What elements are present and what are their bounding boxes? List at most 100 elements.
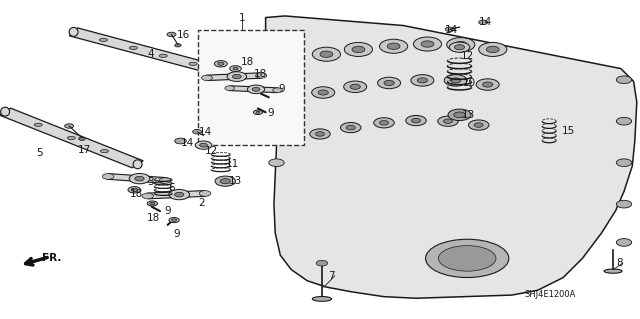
Text: 15: 15	[562, 126, 575, 137]
Ellipse shape	[100, 150, 109, 153]
Circle shape	[387, 43, 400, 49]
Text: 12: 12	[205, 145, 218, 156]
Polygon shape	[147, 191, 205, 199]
Ellipse shape	[99, 38, 108, 41]
Ellipse shape	[248, 75, 257, 84]
Circle shape	[269, 117, 284, 125]
Circle shape	[129, 174, 150, 184]
Circle shape	[384, 80, 394, 85]
Circle shape	[102, 174, 114, 179]
Circle shape	[150, 202, 155, 205]
Circle shape	[256, 73, 267, 78]
Text: 11: 11	[226, 159, 239, 169]
Circle shape	[252, 87, 260, 91]
Text: 9: 9	[268, 108, 274, 118]
Text: SHJ4E1200A: SHJ4E1200A	[525, 290, 576, 299]
Circle shape	[444, 75, 467, 86]
Circle shape	[200, 143, 207, 147]
Text: 14: 14	[199, 127, 212, 137]
Circle shape	[269, 159, 284, 167]
Circle shape	[318, 90, 328, 95]
Circle shape	[412, 118, 420, 123]
Text: 16: 16	[177, 30, 191, 40]
Text: 5: 5	[36, 148, 43, 158]
Polygon shape	[69, 28, 257, 84]
Polygon shape	[229, 86, 278, 93]
Circle shape	[438, 116, 458, 126]
Circle shape	[451, 78, 461, 83]
Circle shape	[248, 85, 265, 94]
Circle shape	[378, 77, 401, 89]
Circle shape	[479, 20, 488, 25]
Text: 4: 4	[147, 49, 154, 59]
Circle shape	[316, 260, 328, 266]
Circle shape	[454, 41, 467, 48]
Circle shape	[169, 218, 179, 223]
Polygon shape	[108, 174, 166, 183]
Circle shape	[346, 125, 355, 130]
Circle shape	[175, 138, 186, 144]
Circle shape	[218, 62, 224, 65]
Circle shape	[444, 119, 452, 123]
Circle shape	[616, 117, 632, 125]
Circle shape	[225, 86, 234, 91]
Circle shape	[233, 67, 238, 70]
Circle shape	[340, 122, 361, 133]
Circle shape	[269, 76, 284, 84]
Circle shape	[167, 32, 176, 37]
Circle shape	[256, 111, 260, 113]
Text: 18: 18	[130, 189, 143, 199]
Circle shape	[131, 188, 138, 191]
Ellipse shape	[34, 123, 42, 126]
Circle shape	[454, 112, 465, 118]
Text: 14: 14	[180, 137, 194, 148]
Circle shape	[486, 46, 499, 53]
Circle shape	[479, 42, 507, 56]
Circle shape	[273, 88, 282, 93]
Text: 18: 18	[147, 212, 161, 223]
Text: 9: 9	[173, 228, 180, 239]
Circle shape	[199, 190, 211, 196]
Text: 17: 17	[78, 145, 92, 155]
Circle shape	[374, 118, 394, 128]
Ellipse shape	[438, 246, 496, 271]
Circle shape	[447, 38, 475, 52]
Circle shape	[344, 81, 367, 93]
Text: 18: 18	[241, 57, 254, 67]
Circle shape	[316, 132, 324, 136]
Circle shape	[195, 141, 212, 149]
Circle shape	[175, 44, 181, 47]
Circle shape	[454, 45, 465, 50]
Circle shape	[253, 110, 262, 115]
Circle shape	[215, 176, 236, 186]
Ellipse shape	[159, 54, 167, 57]
Text: 6: 6	[168, 183, 175, 193]
Circle shape	[352, 46, 365, 53]
Ellipse shape	[129, 46, 138, 49]
Text: FR.: FR.	[42, 253, 61, 263]
Circle shape	[483, 82, 493, 87]
Circle shape	[406, 115, 426, 126]
Circle shape	[413, 37, 442, 51]
Ellipse shape	[312, 297, 332, 301]
Text: 14: 14	[445, 25, 458, 35]
Circle shape	[79, 137, 85, 140]
Circle shape	[172, 219, 177, 221]
Bar	[198, 30, 304, 145]
Circle shape	[476, 79, 499, 90]
Circle shape	[159, 178, 171, 183]
Text: 14: 14	[479, 17, 492, 27]
Circle shape	[269, 38, 284, 45]
Text: 12: 12	[461, 51, 474, 61]
Ellipse shape	[219, 70, 227, 73]
Text: 18: 18	[254, 69, 268, 79]
Circle shape	[142, 193, 154, 199]
Circle shape	[380, 39, 408, 53]
Text: 9: 9	[278, 84, 285, 94]
Circle shape	[214, 61, 227, 67]
Ellipse shape	[133, 160, 142, 169]
Circle shape	[232, 74, 241, 79]
Polygon shape	[0, 108, 143, 168]
Circle shape	[312, 87, 335, 98]
Text: 13: 13	[229, 176, 243, 186]
